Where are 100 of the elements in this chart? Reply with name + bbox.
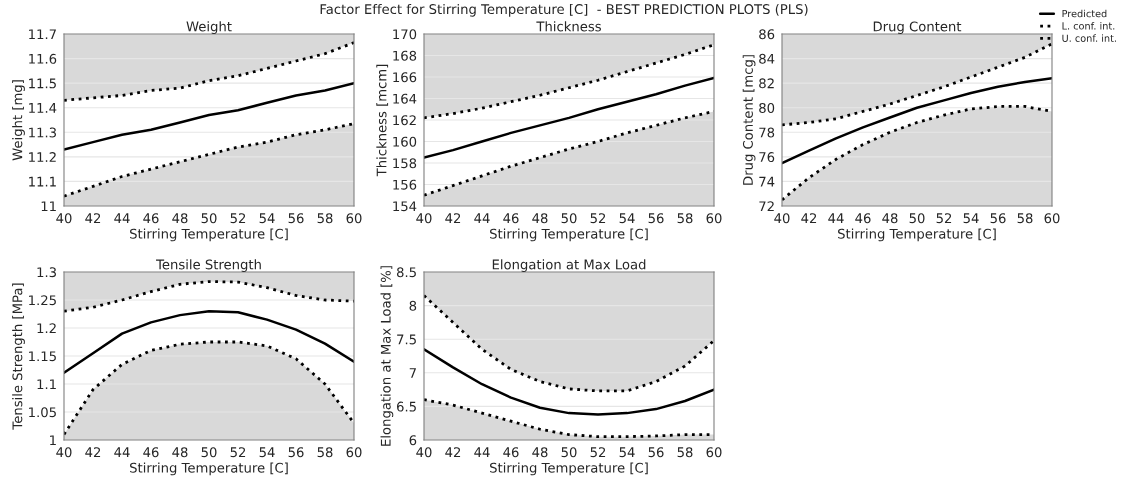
y-tick-label: 11.5: [29, 78, 56, 89]
x-tick-label: 52: [936, 213, 952, 224]
y-tick-label: 11.2: [29, 152, 56, 162]
x-tick-label: 42: [445, 213, 461, 223]
x-tick-label: 60: [346, 447, 362, 458]
y-tick-label: 11.4: [29, 103, 57, 113]
line-series: [424, 43, 714, 120]
y-axis-title: Elongation at Max Load [%]: [380, 266, 394, 446]
y-tick-label: 154: [393, 201, 417, 212]
y-tick-label: 156: [393, 179, 417, 190]
text: Factor Effect for Stirring Temperature [C] - BEST PREDICTION PLOTS (PLS): [320, 3, 808, 17]
line-series: [64, 340, 354, 436]
x-tick-label: 50: [909, 213, 925, 224]
chart-title: Drug Content: [873, 21, 962, 34]
x-tick-label: 52: [230, 213, 246, 224]
x-tick-label: 44: [114, 447, 130, 457]
y-tick-label: 166: [393, 72, 417, 83]
y-tick-label: 8: [409, 300, 417, 311]
x-tick-label: 44: [114, 213, 130, 223]
x-tick-label: 56: [648, 213, 664, 224]
x-tick-label: 56: [288, 447, 304, 458]
x-tick-label: 48: [532, 447, 548, 458]
y-tick-label: 86: [759, 29, 775, 40]
x-axis-title: Stirring Temperature [C]: [490, 228, 648, 242]
y-tick-label: 11: [41, 201, 56, 212]
x-tick-label: 40: [56, 213, 72, 224]
y-tick-label: 11.1: [29, 176, 56, 187]
y-tick-label: 168: [393, 50, 417, 61]
x-tick-label: 40: [416, 213, 432, 224]
x-axis-title: Stirring Temperature [C]: [130, 228, 288, 242]
x-tick-label: 52: [590, 213, 606, 224]
y-tick-label: 76: [759, 152, 775, 163]
line-series: [64, 41, 354, 102]
x-tick-label: 60: [706, 213, 722, 224]
x-tick-label: 40: [774, 213, 790, 224]
y-tick-label: 1.25: [29, 295, 56, 306]
x-tick-label: 46: [503, 213, 519, 224]
y-axis-title: Drug Content [mcg]: [742, 55, 756, 185]
y-tick-label: 82: [759, 78, 774, 89]
x-tick-label: 46: [855, 213, 871, 224]
x-tick-label: 50: [201, 447, 217, 458]
y-tick-label: 84: [759, 53, 775, 64]
y-tick-label: 162: [393, 115, 416, 126]
x-tick-label: 58: [317, 213, 333, 224]
x-tick-label: 58: [677, 447, 693, 458]
x-tick-label: 50: [561, 213, 577, 224]
y-tick-label: 1.15: [29, 351, 56, 362]
y-tick-label: 158: [393, 158, 417, 169]
x-axis-title: Stirring Temperature [C]: [838, 228, 996, 242]
x-tick-label: 40: [416, 447, 432, 458]
y-tick-label: 164: [393, 93, 417, 104]
x-tick-label: 54: [259, 447, 275, 458]
x-tick-label: 46: [143, 213, 159, 224]
x-tick-label: 48: [532, 213, 548, 224]
x-tick-label: 54: [619, 447, 635, 458]
y-tick-label: 6.5: [396, 401, 416, 412]
x-tick-label: 60: [706, 447, 722, 458]
x-tick-label: 40: [56, 447, 72, 458]
x-tick-label: 50: [561, 447, 577, 458]
y-tick-label: 8.5: [396, 267, 416, 278]
x-tick-label: 46: [143, 447, 159, 458]
x-tick-label: 48: [172, 213, 188, 224]
x-tick-label: 54: [259, 213, 275, 224]
y-axis-title: Thickness [mcm]: [376, 64, 389, 177]
y-tick-label: 1.05: [29, 407, 56, 418]
y-tick-label: 11.6: [29, 53, 57, 64]
legend-label: L. conf. int.: [1062, 22, 1115, 30]
x-tick-label: 56: [288, 213, 304, 224]
y-tick-label: 74: [759, 176, 775, 187]
x-tick-label: 42: [85, 213, 101, 223]
x-tick-label: 60: [346, 213, 362, 224]
y-tick-label: 80: [759, 102, 775, 113]
y-tick-label: 6: [409, 435, 417, 446]
y-tick-label: 11.7: [29, 29, 56, 40]
x-axis-title: Stirring Temperature [C]: [490, 462, 648, 476]
x-tick-label: 42: [85, 447, 101, 457]
x-tick-label: 58: [317, 447, 333, 458]
x-tick-label: 56: [648, 447, 664, 458]
x-tick-label: 60: [1044, 213, 1060, 224]
x-tick-label: 56: [990, 213, 1006, 224]
line-series: [424, 294, 714, 393]
x-tick-label: 44: [828, 213, 844, 223]
legend-label: U. conf. int.: [1062, 34, 1116, 42]
x-tick-label: 44: [474, 213, 490, 223]
y-tick-label: 1: [50, 435, 56, 446]
line-series: [64, 122, 354, 198]
x-axis-title: Stirring Temperature [C]: [130, 462, 288, 476]
chart-title: Thickness: [536, 21, 601, 32]
line-series: [424, 76, 714, 159]
line-series: [782, 42, 1052, 127]
x-tick-label: 42: [801, 213, 817, 223]
chart-title: Weight: [186, 21, 232, 34]
x-tick-label: 52: [230, 447, 246, 458]
y-tick-label: 1.2: [37, 323, 56, 334]
x-tick-label: 52: [590, 447, 606, 458]
y-tick-label: 78: [759, 127, 775, 138]
line-series: [424, 348, 714, 416]
legend-label: Predicted: [1062, 9, 1107, 18]
line-series: [782, 76, 1052, 165]
x-tick-label: 58: [677, 213, 693, 224]
